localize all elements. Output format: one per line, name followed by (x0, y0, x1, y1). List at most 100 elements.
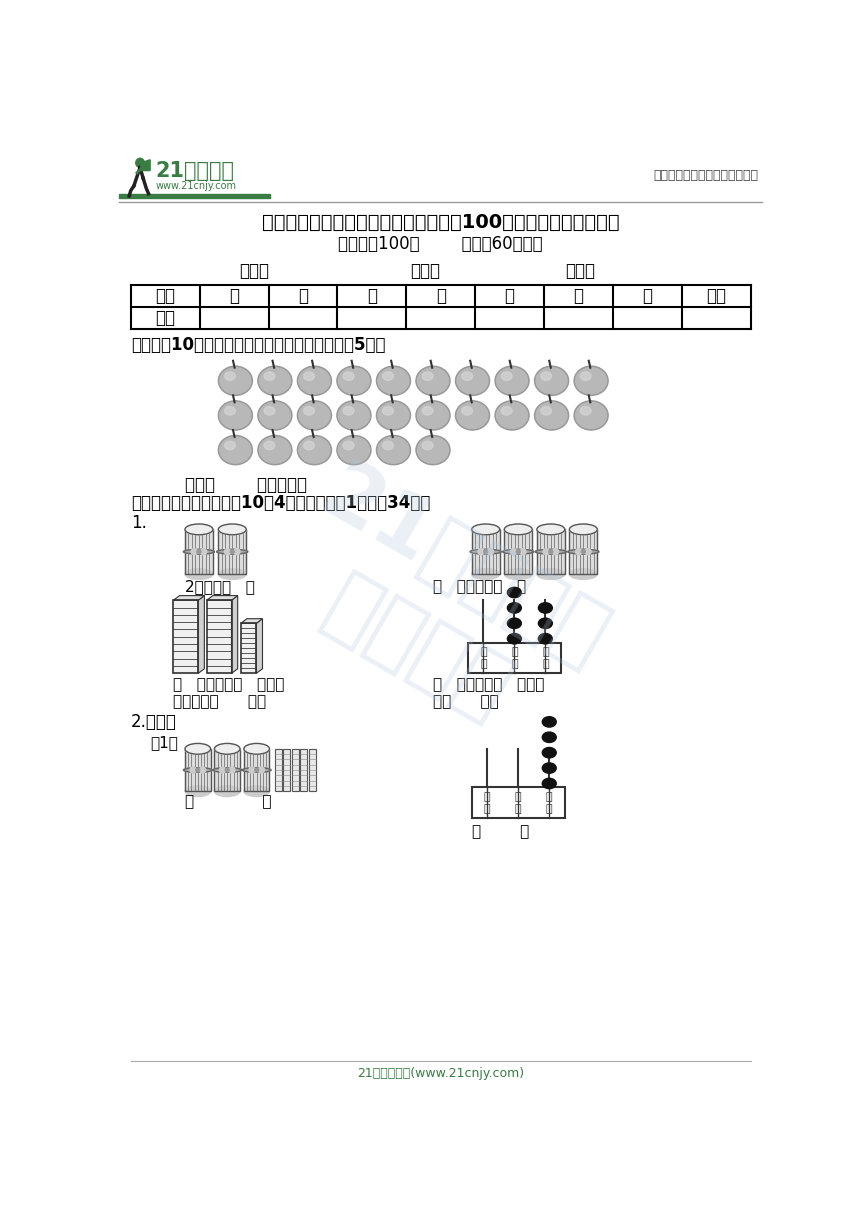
Text: 十
位: 十 位 (511, 647, 518, 669)
Text: 合起来是（      ）。: 合起来是（ ）。 (174, 694, 267, 709)
Bar (468, 642, 561, 674)
Bar (214, 749, 240, 792)
Text: （   ）个十和（   ）个一: （ ）个十和（ ）个一 (433, 677, 544, 692)
Ellipse shape (200, 548, 206, 554)
Text: 六: 六 (574, 287, 584, 305)
Ellipse shape (218, 435, 253, 465)
Ellipse shape (196, 769, 200, 772)
Polygon shape (141, 159, 150, 170)
Ellipse shape (549, 550, 553, 553)
Ellipse shape (249, 767, 255, 773)
Text: 一: 一 (229, 287, 239, 305)
Ellipse shape (585, 548, 591, 554)
Polygon shape (256, 619, 262, 674)
Ellipse shape (185, 524, 213, 535)
Ellipse shape (299, 437, 330, 463)
Bar (504, 529, 532, 574)
Bar (300, 749, 308, 792)
Ellipse shape (543, 716, 556, 727)
Ellipse shape (343, 441, 354, 450)
Bar (504, 529, 532, 574)
Ellipse shape (501, 406, 512, 415)
Text: （   ）个十是（   ）: （ ）个十是（ ） (433, 579, 526, 593)
Ellipse shape (472, 524, 500, 535)
Bar (300, 749, 308, 792)
Text: （              ）: （ ） (185, 794, 272, 810)
Text: 一、每数10个圈一圈，数一数，共有多少个。（5分）: 一、每数10个圈一圈，数一数，共有多少个。（5分） (131, 336, 385, 354)
Ellipse shape (535, 550, 566, 554)
Ellipse shape (495, 401, 529, 430)
Ellipse shape (264, 372, 275, 381)
Bar (309, 749, 316, 792)
Ellipse shape (243, 767, 271, 772)
Text: 五: 五 (505, 287, 514, 305)
Ellipse shape (496, 402, 527, 428)
Ellipse shape (507, 634, 521, 644)
Ellipse shape (258, 366, 292, 395)
Polygon shape (198, 596, 205, 674)
Bar (185, 749, 211, 792)
Ellipse shape (543, 748, 556, 758)
Bar (275, 749, 282, 792)
Ellipse shape (185, 786, 211, 796)
Ellipse shape (377, 435, 410, 465)
Text: 人教版一年级（下）册数学第四单元《100以内数的认识》测试卷: 人教版一年级（下）册数学第四单元《100以内数的认识》测试卷 (262, 214, 619, 232)
Ellipse shape (541, 372, 551, 381)
Ellipse shape (258, 401, 292, 430)
Ellipse shape (377, 401, 410, 430)
Bar (206, 601, 231, 674)
Ellipse shape (478, 548, 484, 554)
Text: 个
位: 个 位 (542, 647, 549, 669)
Ellipse shape (575, 367, 606, 394)
Ellipse shape (224, 372, 236, 381)
Ellipse shape (183, 767, 212, 772)
Bar (472, 529, 500, 574)
Ellipse shape (217, 550, 248, 554)
Ellipse shape (581, 550, 586, 553)
Text: 三: 三 (367, 287, 377, 305)
Ellipse shape (422, 372, 433, 381)
Bar (569, 529, 598, 574)
Text: 共有（        ）个苹果。: 共有（ ）个苹果。 (185, 475, 307, 494)
Ellipse shape (575, 402, 606, 428)
Ellipse shape (536, 402, 567, 428)
Ellipse shape (422, 441, 433, 450)
Bar (472, 529, 500, 574)
Ellipse shape (416, 401, 450, 430)
Bar (241, 624, 256, 674)
Text: 十
位: 十 位 (515, 792, 521, 814)
Ellipse shape (417, 367, 449, 394)
Ellipse shape (543, 732, 556, 743)
Text: 班级：: 班级： (409, 261, 439, 280)
Bar (569, 529, 598, 574)
Ellipse shape (214, 743, 240, 754)
Ellipse shape (537, 569, 565, 580)
Ellipse shape (337, 401, 371, 430)
Bar (275, 749, 282, 792)
Polygon shape (206, 596, 237, 601)
Ellipse shape (244, 786, 269, 796)
Ellipse shape (225, 769, 229, 772)
Ellipse shape (378, 367, 409, 394)
Ellipse shape (343, 406, 354, 415)
Ellipse shape (264, 441, 275, 450)
Bar (218, 529, 246, 574)
Ellipse shape (462, 406, 472, 415)
Ellipse shape (507, 618, 521, 629)
Ellipse shape (224, 406, 236, 415)
Text: 1.: 1. (131, 514, 146, 533)
Ellipse shape (496, 367, 527, 394)
Text: （   ）个十和（   ）个一: （ ）个十和（ ）个一 (174, 677, 285, 692)
Polygon shape (241, 619, 262, 624)
Ellipse shape (484, 550, 488, 553)
Ellipse shape (507, 603, 521, 613)
Ellipse shape (575, 548, 582, 554)
Ellipse shape (213, 767, 242, 772)
Ellipse shape (377, 366, 410, 395)
Ellipse shape (218, 524, 246, 535)
Ellipse shape (229, 767, 235, 773)
Ellipse shape (218, 401, 253, 430)
Ellipse shape (190, 767, 196, 773)
Ellipse shape (378, 437, 409, 463)
Ellipse shape (569, 524, 598, 535)
